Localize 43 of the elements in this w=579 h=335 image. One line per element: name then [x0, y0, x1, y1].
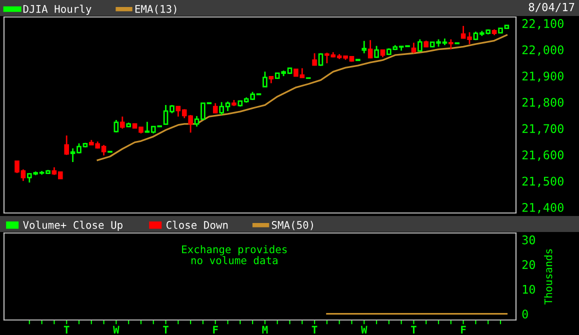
- y-tick-label: 22,000: [522, 45, 564, 56]
- y-tick-label: 10: [522, 284, 536, 294]
- x-tick-label: W: [113, 326, 120, 334]
- candlestick: [318, 52, 324, 67]
- candlestick: [411, 42, 416, 54]
- annotation: Exchange provides no volume data: [182, 245, 287, 264]
- x-tick-label: F: [461, 326, 466, 334]
- y-tick-label: 21,400: [522, 202, 564, 214]
- candlestick: [448, 38, 454, 50]
- candlestick: [374, 45, 379, 58]
- legend-label: Close Down: [166, 220, 228, 229]
- x-tick-label: T: [411, 326, 416, 334]
- x-tick-label: F: [213, 326, 218, 334]
- y-tick-label: 22,100: [522, 19, 564, 30]
- y-tick-label: 20: [522, 260, 536, 270]
- candlestick: [212, 102, 218, 114]
- candlestick: [418, 38, 422, 52]
- x-tick-label: M: [262, 326, 268, 334]
- y-tick-label: 0: [522, 310, 528, 319]
- y-tick-label: 21,600: [522, 150, 564, 161]
- y-axis-title: Thousands: [544, 249, 552, 304]
- y-tick-label: 21,800: [522, 98, 564, 108]
- legend-label: Volume+ Close Up: [23, 220, 122, 231]
- y-tick-label: 30: [522, 235, 536, 244]
- x-tick-label: W: [361, 326, 368, 334]
- y-tick-label: 21,500: [522, 176, 564, 188]
- y-tick-label: 21,700: [522, 124, 564, 135]
- legend-label: DJIA Hourly: [23, 4, 92, 15]
- x-tick-label: T: [163, 326, 168, 334]
- candlestick: [114, 119, 119, 134]
- legend-label: SMA(50): [272, 220, 313, 230]
- candlestick: [312, 52, 317, 66]
- candlestick: [120, 116, 125, 130]
- text: 8/04/17: [528, 2, 574, 12]
- candlestick: [262, 70, 268, 88]
- y-tick-label: 21,900: [522, 72, 564, 82]
- candlestick: [64, 134, 70, 156]
- x-tick-label: T: [312, 326, 318, 334]
- candlestick: [362, 40, 367, 54]
- legend-label: EMA(13): [135, 4, 176, 14]
- candlestick: [368, 39, 373, 59]
- line-series: [96, 34, 508, 162]
- x-tick-label: T: [64, 326, 70, 334]
